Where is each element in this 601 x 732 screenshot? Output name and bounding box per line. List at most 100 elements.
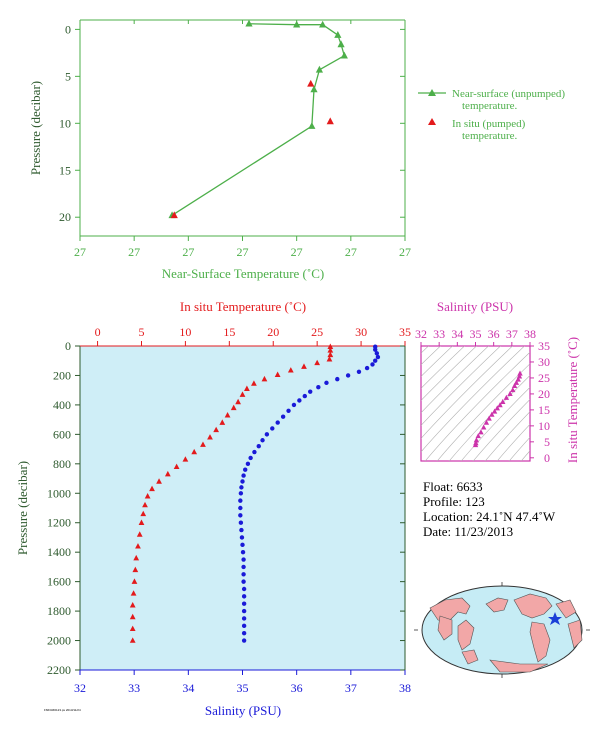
temperature-point — [287, 367, 294, 373]
near-surface-point — [334, 31, 342, 38]
near-surface-x-tick-label: 27 — [128, 245, 140, 259]
ts-top-tick-label: 37 — [506, 327, 518, 341]
temperature-point — [140, 510, 147, 517]
ts-point — [516, 373, 523, 379]
temperature-point — [326, 356, 333, 362]
footer-text: F6633Z0123.ps 2013/11/24 — [44, 708, 81, 712]
salinity-point — [241, 608, 247, 614]
temperature-point — [301, 363, 307, 369]
ts-contour — [421, 346, 453, 377]
profile-label: Profile: — [423, 494, 462, 509]
ts-point — [478, 429, 484, 435]
salinity-point — [256, 443, 261, 449]
temperature-point — [135, 543, 141, 549]
temperature-point — [129, 625, 136, 632]
salinity-point — [239, 535, 245, 540]
profile-bottom-tick-label: 35 — [237, 681, 249, 695]
near-surface-plot-frame — [79, 19, 406, 237]
profile-y-tick-label: 2000 — [47, 634, 71, 648]
profile-top-tick-label: 30 — [355, 325, 367, 339]
location-info: Location: 24.1˚N 47.4˚W — [423, 509, 555, 525]
salinity-point — [302, 393, 307, 399]
profile-bottom-tick-label: 38 — [399, 681, 411, 695]
date-value: 11/23/2013 — [454, 524, 514, 539]
profile-y-tick-label: 400 — [53, 398, 71, 412]
ts-right-ticks: 0 5 10 15 20 25 30 35 — [530, 339, 550, 465]
ts-contour — [421, 346, 441, 366]
ts-contour — [421, 346, 489, 414]
profile-top-tick-label: 25 — [311, 325, 323, 339]
temperature-point — [327, 347, 334, 353]
profile-bottom-tick-label: 33 — [128, 681, 140, 695]
near-surface-chart: 0 5 10 15 20 27 27 27 27 27 27 27 Near-Surface Tem… — [28, 19, 568, 281]
date-label: Date: — [423, 524, 452, 539]
temperature-point — [244, 385, 250, 391]
legend-label-pumped: In situ (pumped) temperature. — [452, 118, 528, 142]
location-label: Location: — [423, 509, 473, 524]
temperature-point — [191, 448, 198, 455]
ts-contour — [525, 336, 601, 471]
near-surface-point — [337, 40, 345, 48]
ts-contour — [421, 346, 513, 439]
ts-point — [511, 382, 518, 389]
salinity-point — [291, 402, 297, 408]
temperature-point — [129, 613, 136, 620]
salinity-point — [241, 473, 246, 478]
salinity-point — [370, 362, 375, 367]
temperature-point — [182, 456, 189, 462]
salinity-point — [245, 461, 251, 467]
near-surface-line — [171, 23, 346, 216]
salinity-point — [286, 408, 291, 413]
profile-bottom-tick-label: 32 — [74, 681, 86, 695]
salinity-point — [241, 594, 247, 599]
salinity-point — [241, 623, 247, 629]
salinity-point — [241, 601, 247, 606]
temperature-point — [130, 590, 137, 596]
profile-top-tick-label: 20 — [267, 325, 279, 339]
salinity-point — [241, 616, 247, 621]
profile-top-tick-label: 35 — [399, 325, 411, 339]
near-surface-x-axis-label: Near-Surface Temperature (˚C) — [162, 266, 324, 281]
ts-point — [510, 387, 516, 393]
ts-contour — [421, 346, 465, 389]
salinity-point — [308, 389, 313, 394]
near-surface-y-tick-label: 0 — [65, 22, 71, 36]
salinity-point — [238, 491, 244, 496]
salinity-point — [239, 527, 244, 533]
ts-right-tick-label: 25 — [538, 371, 550, 385]
ts-point — [515, 376, 521, 382]
salinity-point — [238, 520, 244, 525]
salinity-point — [373, 347, 378, 352]
profile-y-tick-label: 600 — [53, 427, 71, 441]
ts-top-tick-label: 38 — [524, 327, 536, 341]
temperature-point — [149, 485, 155, 492]
salinity-point — [243, 467, 248, 472]
legend-label-unpumped: Near-surface (unpumped) temperature. — [452, 88, 568, 112]
temperature-point — [138, 519, 145, 525]
profile-y-tick-label: 1200 — [47, 516, 71, 530]
near-surface-x-tick-label: 27 — [182, 245, 194, 259]
near-surface-point — [340, 51, 348, 59]
ts-point — [507, 390, 513, 397]
ts-top-tick-label: 34 — [451, 327, 463, 341]
float-label: Float: — [423, 479, 454, 494]
salinity-point — [238, 505, 243, 511]
float-value: 6633 — [456, 479, 483, 494]
ts-top-axis-label: Salinity (PSU) — [437, 299, 513, 314]
temperature-point — [327, 343, 334, 349]
ts-top-tick-label: 32 — [415, 327, 427, 341]
ts-right-tick-label: 0 — [544, 451, 550, 465]
near-surface-y-tick-label: 5 — [65, 69, 71, 83]
ts-contour — [496, 423, 530, 461]
ts-point — [483, 419, 490, 425]
ts-point — [480, 424, 487, 430]
ts-right-tick-label: 5 — [544, 435, 550, 449]
location-value: 24.1˚N 47.4˚W — [476, 509, 556, 524]
temperature-point — [213, 426, 220, 433]
temperature-point — [200, 441, 206, 447]
temperature-point — [207, 434, 213, 440]
near-surface-point — [319, 20, 327, 28]
profile-y-tick-label: 800 — [53, 457, 71, 471]
world-map — [414, 582, 590, 678]
ts-right-tick-label: 30 — [538, 355, 550, 369]
